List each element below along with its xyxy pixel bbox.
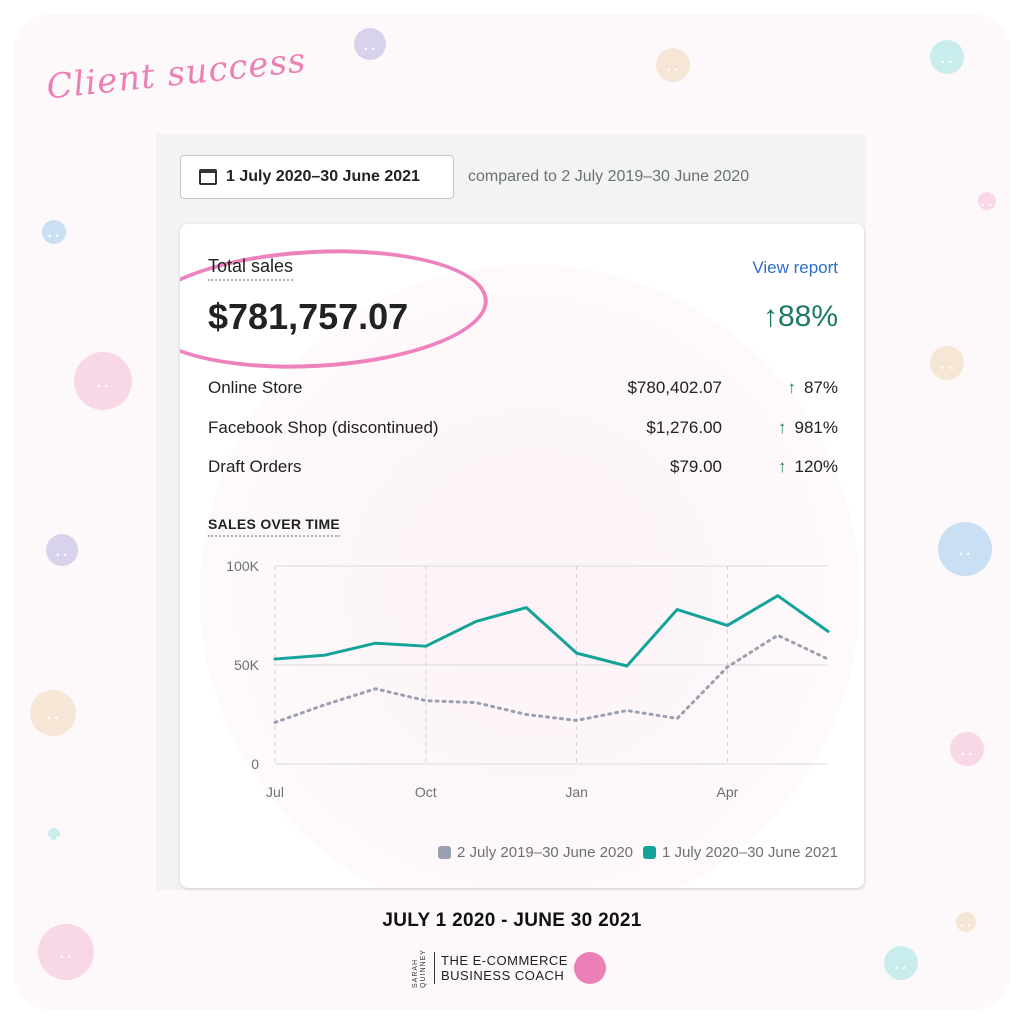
row-name: Online Store [208, 378, 303, 397]
calendar-icon [199, 169, 217, 185]
script-title: Client success [44, 40, 309, 108]
legend-swatch [643, 846, 657, 859]
report-panel: 1 July 2020–30 June 2021 compared to 2 J… [156, 134, 866, 890]
row-name: Draft Orders [208, 457, 302, 476]
arrow-up-icon: ↑ [778, 418, 787, 437]
decor-dot [656, 48, 690, 82]
row-value: $1,276.00 [646, 418, 722, 437]
x-tick-label: Oct [415, 784, 437, 800]
decor-dot [950, 732, 984, 766]
breakdown-row: Draft Orders $79.00 ↑ 120% [208, 457, 838, 481]
row-pct-value: 120% [794, 457, 838, 476]
decor-dot [354, 28, 386, 60]
y-tick-label: 100K [226, 558, 259, 574]
series-line-previous [273, 633, 830, 724]
x-tick-label: Apr [717, 784, 739, 800]
row-pct: ↑ 981% [778, 418, 838, 438]
row-pct-value: 87% [803, 378, 838, 397]
chart-legend: 2 July 2019–30 June 2020 1 July 2020–30 … [428, 844, 838, 861]
sales-line-chart: 0 50K 100K Jul Oct Jan Apr [226, 558, 830, 800]
date-range-button[interactable]: 1 July 2020–30 June 2021 [180, 155, 454, 199]
decor-dot [30, 690, 76, 736]
total-change: ↑88% [763, 300, 838, 334]
comparison-text: compared to 2 July 2019–30 June 2020 [468, 168, 750, 185]
series-line-current [273, 594, 830, 668]
decor-dot [978, 192, 996, 210]
decor-dot [884, 946, 918, 980]
decor-dot [42, 220, 66, 244]
row-name: Facebook Shop (discontinued) [208, 418, 439, 437]
decor-dot [46, 534, 78, 566]
row-value: $780,402.07 [627, 378, 722, 397]
row-pct: ↑ 120% [778, 457, 838, 477]
x-tick-label: Jan [565, 784, 588, 800]
decor-dot [38, 924, 94, 980]
row-value: $79.00 [670, 457, 722, 476]
row-pct: ↑ 87% [787, 378, 838, 398]
decor-dot [938, 522, 992, 576]
breakdown-row: Facebook Shop (discontinued) $1,276.00 ↑… [208, 418, 838, 442]
cart-logo-icon [573, 952, 606, 984]
total-sales-card: Total sales View report $781,757.07 ↑88%… [180, 224, 864, 888]
brand-name-small: SARAH QUINNEY [412, 949, 427, 988]
decor-dot [930, 40, 964, 74]
arrow-up-icon: ↑ [762, 300, 778, 333]
sales-over-time-label: SALES OVER TIME [208, 516, 341, 537]
legend-swatch [438, 846, 452, 859]
brand-logo: SARAH QUINNEY THE E-COMMERCE BUSINESS CO… [412, 948, 606, 988]
y-tick-label: 0 [251, 756, 259, 772]
decor-dot [74, 352, 132, 410]
arrow-up-icon: ↑ [778, 457, 787, 476]
total-sales-title: Total sales [208, 256, 294, 281]
brand-line-2: BUSINESS COACH [441, 968, 565, 983]
row-pct-value: 981% [794, 418, 838, 437]
legend-label: 1 July 2020–30 June 2021 [662, 844, 838, 861]
background-glow [200, 264, 860, 888]
brand-line-1: THE E-COMMERCE [441, 953, 568, 968]
brand-text: THE E-COMMERCE BUSINESS COACH [441, 953, 568, 983]
decor-dot [956, 912, 976, 932]
total-sales-value: $781,757.07 [208, 296, 409, 337]
total-change-value: 88% [777, 300, 838, 333]
view-report-link[interactable]: View report [752, 258, 838, 277]
legend-item: 2 July 2019–30 June 2020 [438, 844, 633, 861]
x-tick-label: Jul [266, 784, 284, 800]
legend-item: 1 July 2020–30 June 2021 [643, 844, 838, 861]
breakdown-row: Online Store $780,402.07 ↑ 87% [208, 378, 838, 402]
legend-label: 2 July 2019–30 June 2020 [457, 844, 634, 861]
brand-divider [434, 952, 435, 984]
date-range-label: 1 July 2020–30 June 2021 [226, 168, 420, 185]
y-tick-label: 50K [234, 657, 260, 673]
decor-dot [930, 346, 964, 380]
arrow-up-icon: ↑ [787, 378, 796, 397]
decor-dot [48, 828, 60, 843]
footer-caption: JULY 1 2020 - JUNE 30 2021 [382, 910, 642, 931]
